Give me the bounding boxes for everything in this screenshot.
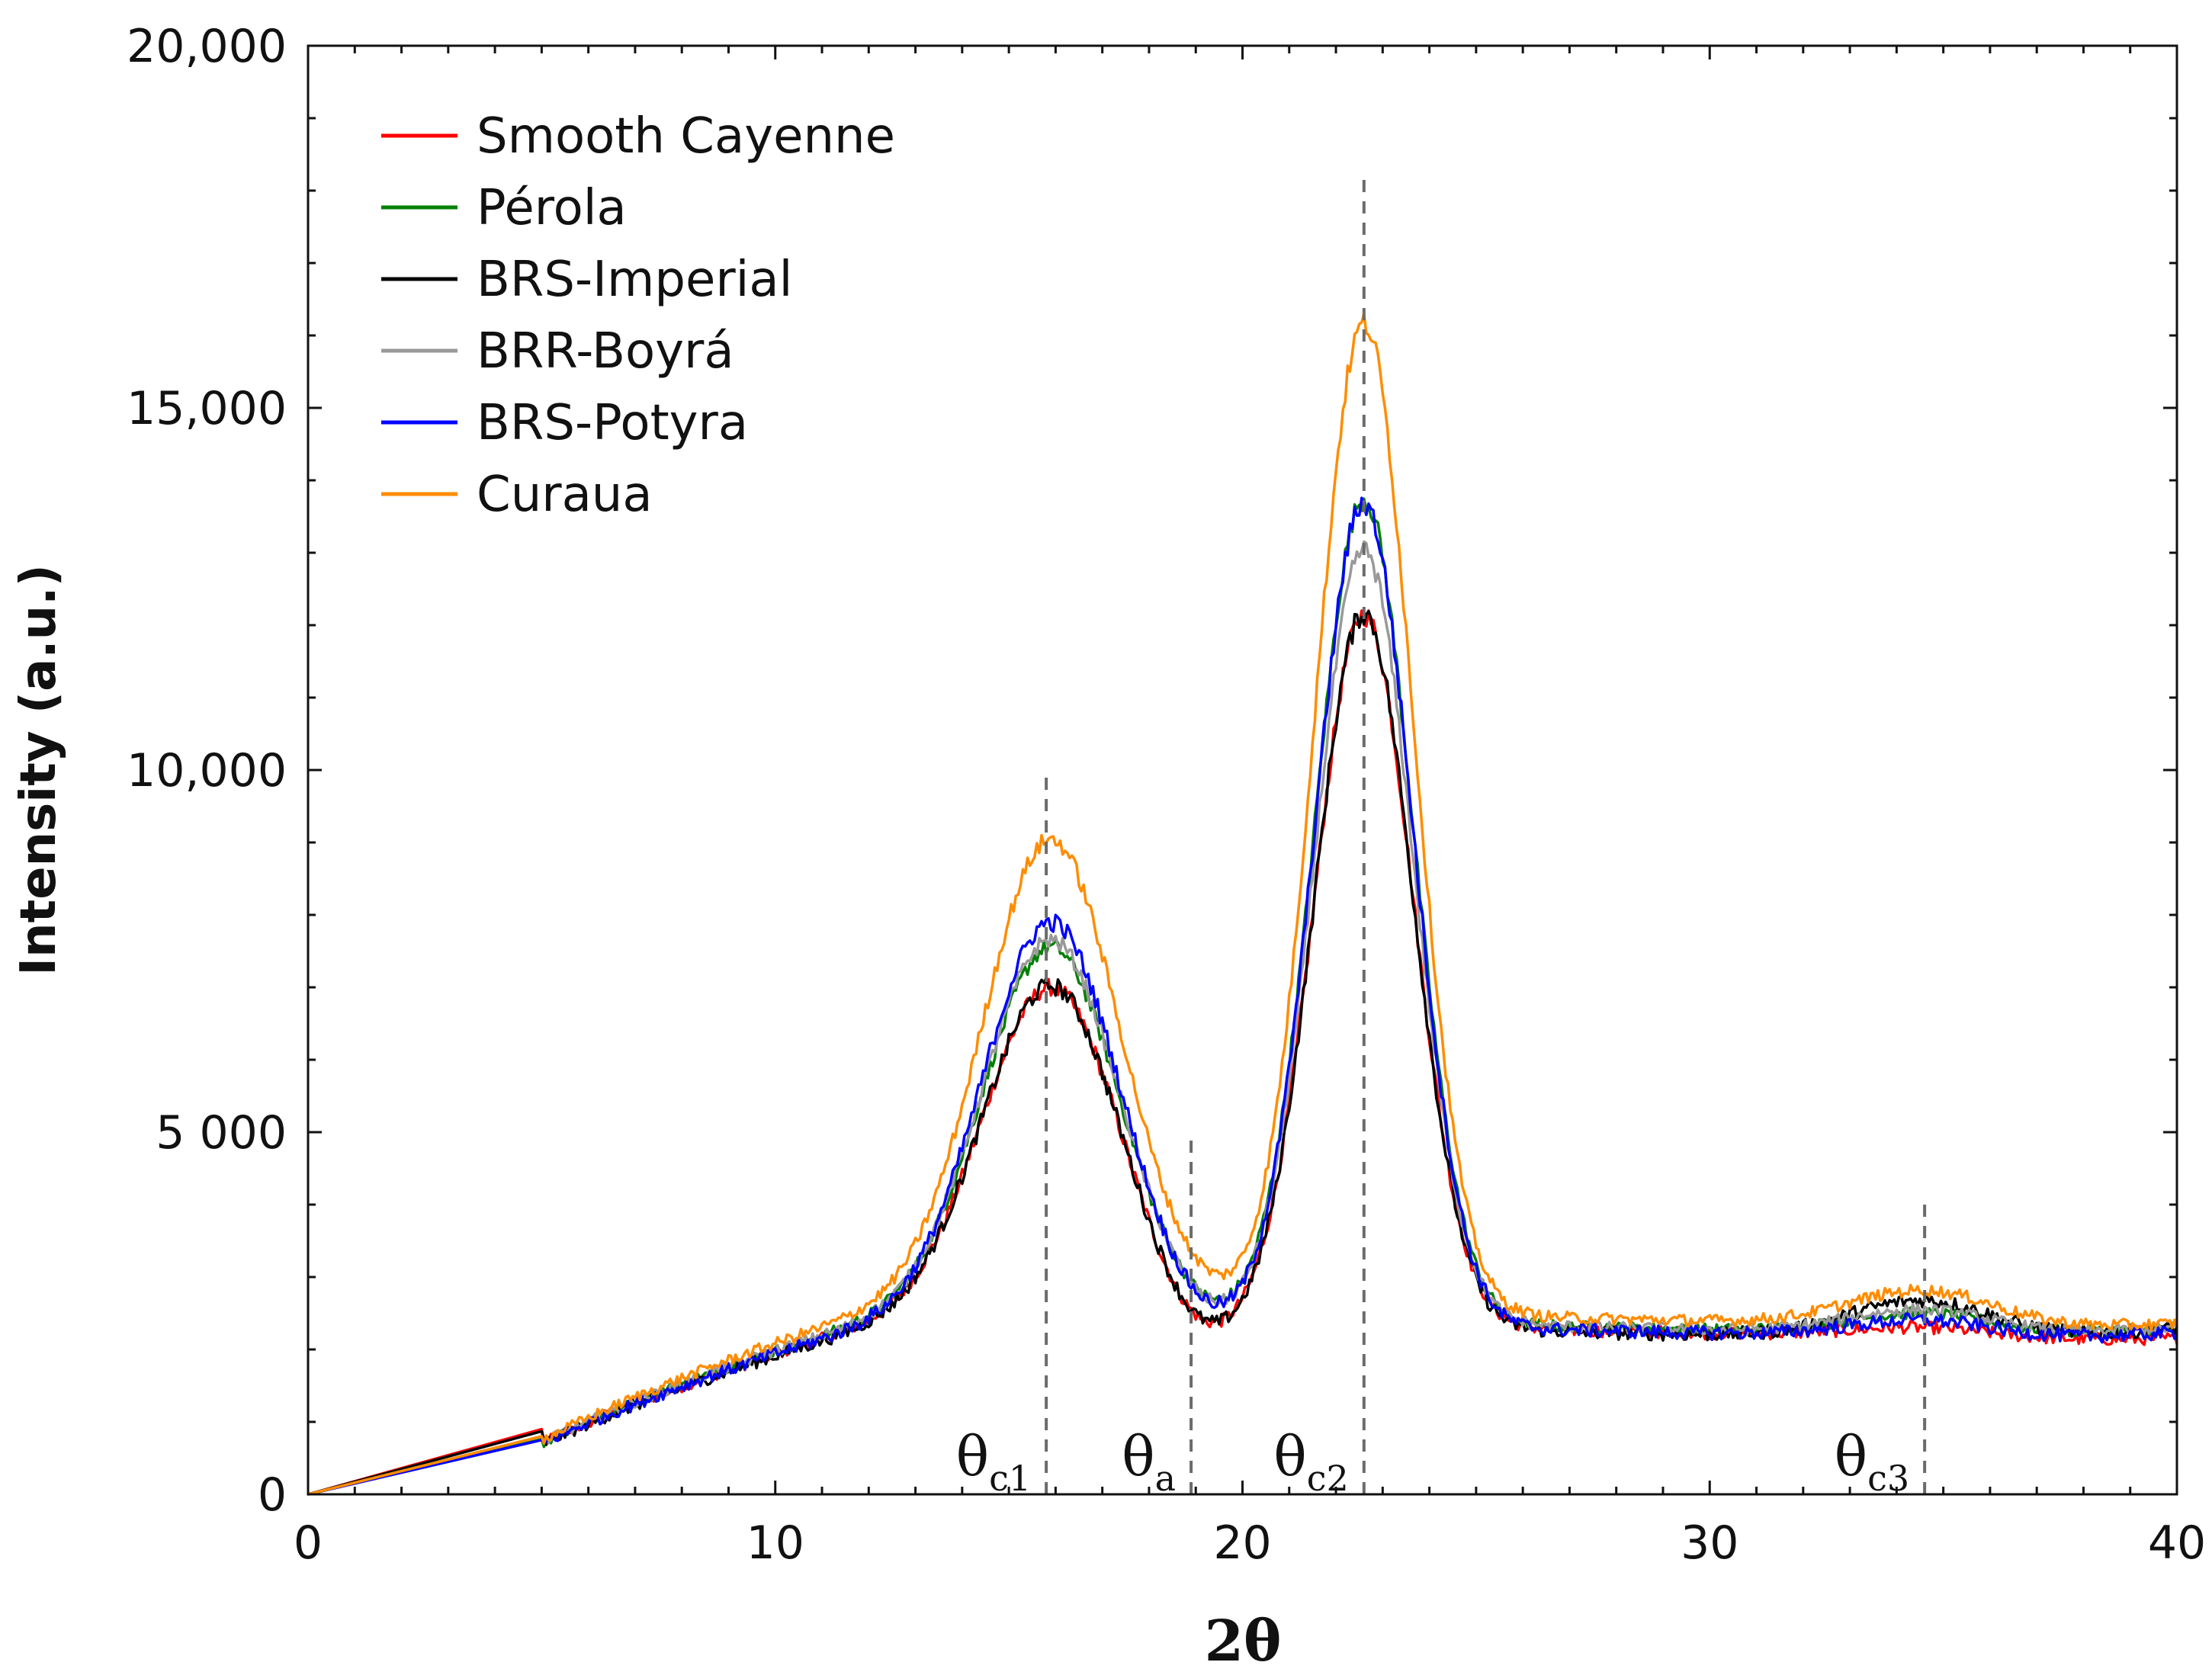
reference-label-sub-1: a: [1155, 1458, 1176, 1499]
reference-label-0: θc1: [956, 1424, 1031, 1499]
legend-label-4: BRS-Potyra: [477, 395, 748, 451]
y-axis-title: Intensity (a.u.): [11, 564, 67, 975]
series-line-0: [307, 609, 2178, 1496]
legend-label-3: BRR-Boyrá: [477, 323, 734, 380]
x-axis-title: 2θ: [1205, 1609, 1282, 1674]
y-tick-label: 5 000: [156, 1106, 287, 1160]
series-layer: [307, 312, 2178, 1496]
x-tick-label: 40: [2148, 1516, 2206, 1570]
axis-ticks: 0 10 20 30 40 0 5 000 10,000 15,000 20,000: [127, 20, 2206, 1570]
legend-label-5: Curaua: [477, 467, 653, 523]
x-tick-label: 30: [1681, 1516, 1738, 1570]
y-tick-label: 0: [258, 1468, 287, 1522]
series-line-5: [307, 312, 2178, 1496]
reference-label-3: θc3: [1835, 1424, 1909, 1499]
y-tick-label: 15,000: [127, 382, 287, 435]
reference-label-sub-2: c2: [1307, 1458, 1349, 1499]
legend-label-0: Smooth Cayenne: [477, 108, 895, 165]
legend-label-1: Pérola: [477, 180, 627, 236]
x-tick-label: 0: [294, 1516, 323, 1570]
legend-label-2: BRS-Imperial: [477, 252, 792, 308]
y-tick-label: 20,000: [127, 20, 287, 73]
reference-label-sub-3: c3: [1867, 1458, 1909, 1499]
series-line-3: [307, 540, 2178, 1496]
reference-lines-layer: θc1 θa θc2 θc3: [956, 176, 1927, 1499]
legend: Smooth Cayenne Pérola BRS-Imperial BRR-Boyr…: [381, 108, 895, 523]
series-line-4: [307, 496, 2178, 1496]
reference-label-sub-0: c1: [989, 1458, 1031, 1499]
reference-label-2: θc2: [1273, 1424, 1348, 1499]
y-tick-label: 10,000: [127, 744, 287, 797]
series-line-2: [307, 609, 2178, 1496]
series-line-1: [307, 497, 2177, 1496]
x-tick-label: 20: [1213, 1516, 1271, 1570]
x-tick-label: 10: [746, 1516, 804, 1570]
